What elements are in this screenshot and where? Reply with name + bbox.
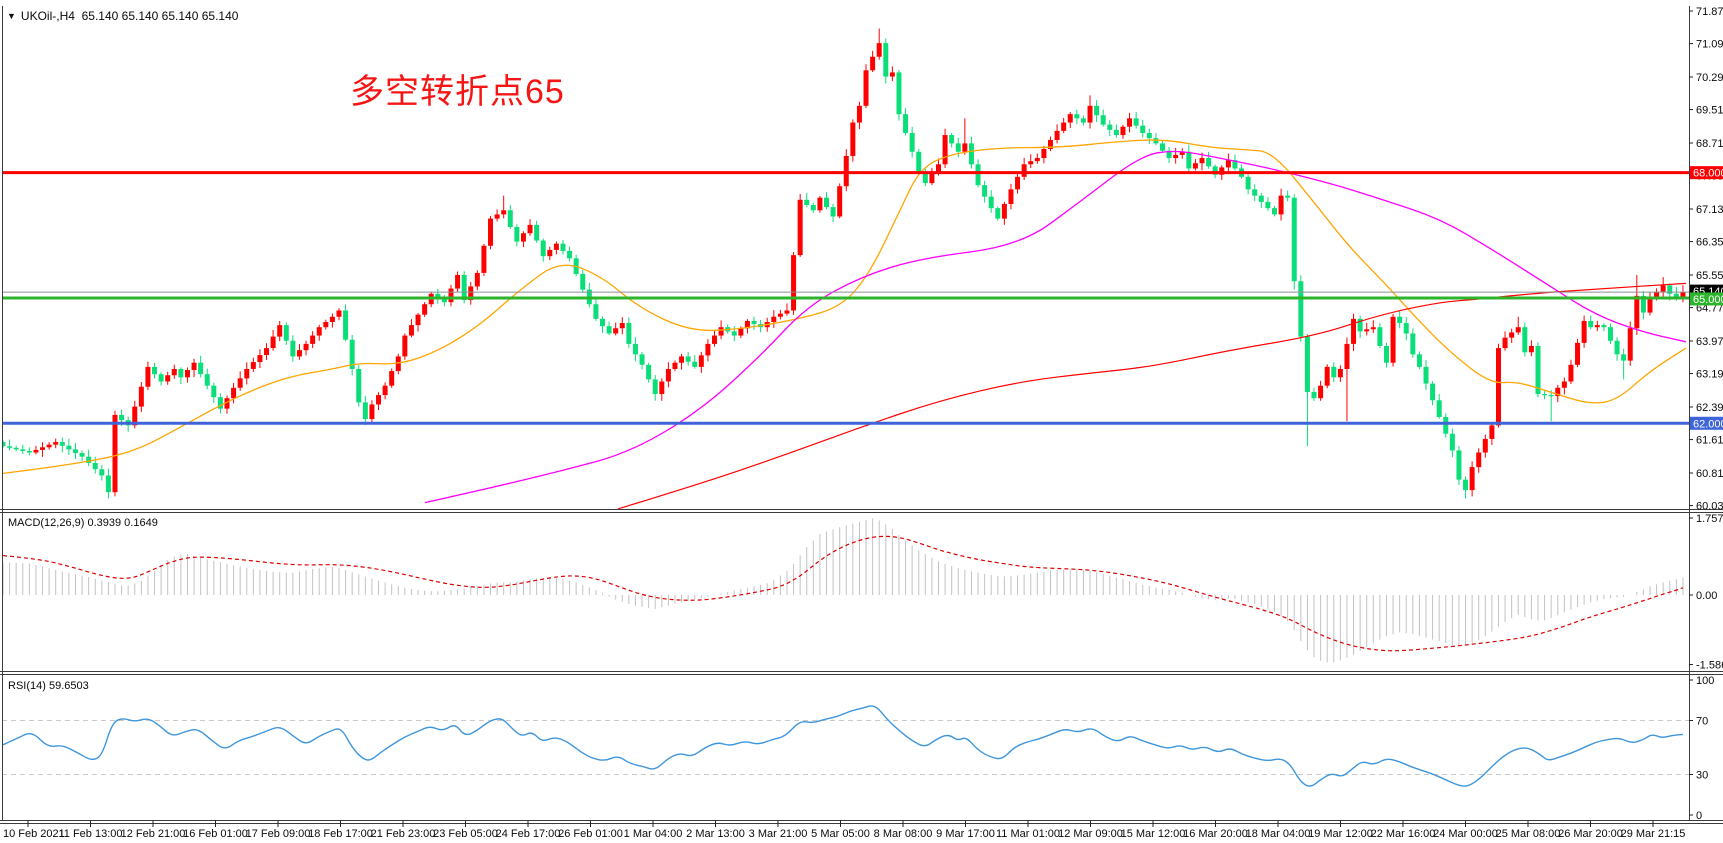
time-tick-label: 19 Mar 12:00 — [1308, 828, 1373, 840]
time-tick-label: 25 Mar 08:00 — [1496, 828, 1561, 840]
price-tick-label: 60.030 — [1696, 501, 1723, 513]
macd-values: 0.3939 0.1649 — [87, 517, 158, 529]
chart-annotation-text[interactable]: 多空转折点65 — [350, 73, 565, 111]
time-tick-label: 17 Feb 09:00 — [246, 828, 311, 840]
time-tick-label: 22 Mar 16:00 — [1371, 828, 1436, 840]
price-tick-label: 60.810 — [1696, 468, 1723, 480]
time-tick-label: 2 Mar 13:00 — [686, 828, 745, 840]
ohlc-quotes: 65.140 65.140 65.140 65.140 — [81, 9, 239, 23]
rsi-name: RSI(14) — [8, 680, 46, 692]
price-tick-label: 66.350 — [1696, 237, 1723, 249]
time-tick-label: 23 Feb 05:00 — [433, 828, 498, 840]
rsi-panel[interactable] — [2, 705, 1689, 787]
price-tick-label: 64.770 — [1696, 303, 1723, 315]
ma-fast-orange — [2, 139, 1687, 475]
time-tick-label: 15 Mar 12:00 — [1121, 828, 1186, 840]
price-tick-label: 65.550 — [1696, 270, 1723, 282]
time-tick-label: 18 Mar 04:00 — [1246, 828, 1311, 840]
price-tick-label: 71.870 — [1696, 6, 1723, 18]
rsi-tick-label: 100 — [1696, 675, 1714, 687]
time-tick-label: 1 Mar 04:00 — [624, 828, 683, 840]
macd-signal-line — [2, 535, 1684, 652]
time-tick-label: 11 Mar 01:00 — [996, 828, 1060, 840]
price-tick-label: 68.710 — [1696, 138, 1723, 150]
rsi-tick-label: 0 — [1696, 810, 1702, 822]
time-tick-label: 21 Feb 23:00 — [371, 828, 436, 840]
rsi-tick-label: 70 — [1696, 716, 1708, 728]
time-tick-label: 12 Mar 09:00 — [1058, 828, 1123, 840]
time-tick-label: 8 Mar 08:00 — [874, 828, 933, 840]
rsi-line — [2, 705, 1684, 787]
time-tick-label: 18 Feb 17:00 — [308, 828, 373, 840]
macd-tick-label: 1.7579 — [1696, 513, 1723, 525]
price-tick-label: 63.190 — [1696, 369, 1723, 381]
price-tick-label: 69.510 — [1696, 105, 1723, 117]
level-label-62-text: 62.000 — [1693, 418, 1723, 430]
time-tick-label: 26 Feb 01:00 — [558, 828, 623, 840]
time-tick-label: 29 Mar 21:15 — [1621, 828, 1686, 840]
time-tick-label: 12 Feb 21:00 — [121, 828, 186, 840]
macd-panel[interactable] — [2, 518, 1684, 663]
price-tick-label: 67.130 — [1696, 204, 1723, 216]
symbol-info-bar: ▼ UKOil-,H4 65.140 65.140 65.140 65.140 — [7, 9, 238, 23]
level-label-68-text: 68.000 — [1693, 168, 1723, 180]
level-label-65 — [1690, 292, 1723, 306]
macd-tick-label: -1.5867 — [1696, 659, 1723, 671]
time-tick-label: 5 Mar 05:00 — [811, 828, 870, 840]
time-tick-label: 16 Feb 01:00 — [183, 828, 248, 840]
time-tick-label: 24 Mar 00:00 — [1433, 828, 1498, 840]
horizontal-levels-layer[interactable] — [2, 171, 1689, 425]
macd-indicator-label: MACD(12,26,9) 0.3939 0.1649 — [8, 517, 158, 529]
price-tick-label: 70.290 — [1696, 72, 1723, 84]
time-tick-label: 11 Feb 13:00 — [58, 828, 122, 840]
rsi-tick-label: 30 — [1696, 770, 1708, 782]
level-label-62 — [1690, 416, 1723, 430]
price-axis[interactable]: 71.87071.09070.29069.51068.71067.93067.1… — [1689, 6, 1723, 822]
time-tick-label: 10 Feb 2021 — [3, 828, 65, 840]
price-tick-label: 71.090 — [1696, 39, 1723, 51]
collapse-chevron-icon[interactable]: ▼ — [7, 11, 16, 21]
macd-name: MACD(12,26,9) — [8, 517, 85, 529]
rsi-indicator-label: RSI(14) 59.6503 — [8, 680, 89, 692]
level-label-68 — [1690, 166, 1723, 180]
price-tick-label: 62.390 — [1696, 402, 1723, 414]
symbol-name: UKOil-,H4 — [20, 9, 75, 23]
price-tick-label: 61.610 — [1696, 435, 1723, 447]
time-tick-label: 26 Mar 20:00 — [1558, 828, 1623, 840]
time-tick-label: 3 Mar 21:00 — [749, 828, 808, 840]
macd-tick-label: 0.00 — [1696, 590, 1717, 602]
rsi-values: 59.6503 — [48, 680, 89, 692]
level-label-65-text: 65.000 — [1693, 294, 1723, 306]
price-tick-label: 63.970 — [1696, 336, 1723, 348]
time-tick-label: 9 Mar 17:00 — [936, 828, 995, 840]
time-tick-label: 16 Mar 20:00 — [1183, 828, 1248, 840]
time-tick-label: 24 Feb 17:00 — [496, 828, 561, 840]
